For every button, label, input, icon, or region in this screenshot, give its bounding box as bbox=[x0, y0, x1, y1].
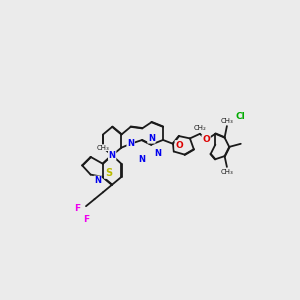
Text: CH₂: CH₂ bbox=[194, 125, 206, 131]
Text: Cl: Cl bbox=[236, 112, 246, 121]
Text: N: N bbox=[154, 148, 161, 158]
Text: S: S bbox=[105, 168, 112, 178]
Text: CH₃: CH₃ bbox=[220, 118, 233, 124]
Text: N: N bbox=[94, 176, 101, 185]
Text: N: N bbox=[127, 139, 134, 148]
Text: N: N bbox=[109, 151, 116, 160]
Text: N: N bbox=[148, 134, 155, 143]
Text: O: O bbox=[202, 136, 210, 145]
Text: F: F bbox=[83, 215, 89, 224]
Text: CH₃: CH₃ bbox=[97, 145, 109, 151]
Text: N: N bbox=[139, 155, 146, 164]
Text: O: O bbox=[175, 141, 183, 150]
Text: CH₃: CH₃ bbox=[220, 169, 233, 175]
Text: F: F bbox=[74, 204, 81, 213]
